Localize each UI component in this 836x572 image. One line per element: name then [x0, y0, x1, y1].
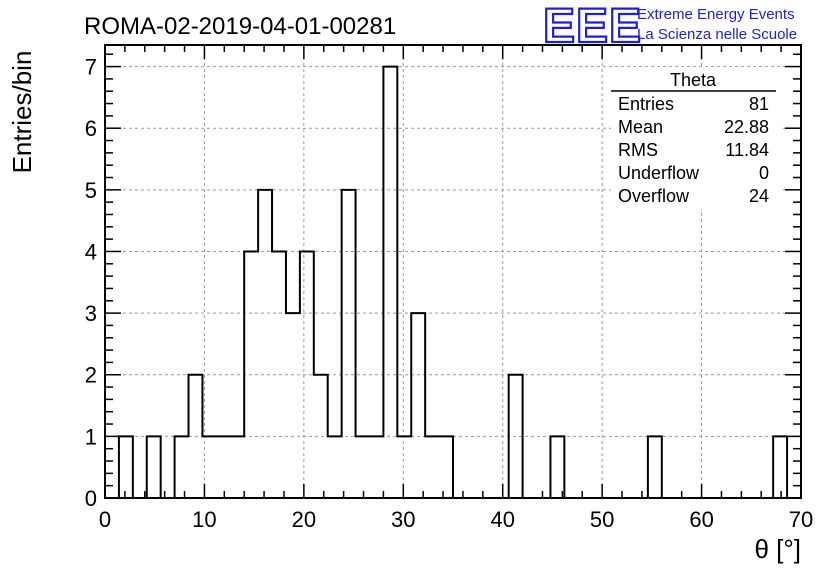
- histogram-bin: [773, 436, 787, 498]
- x-tick-label: 60: [689, 507, 713, 532]
- axis-ticks: [104, 45, 802, 499]
- histogram-outline: [117, 65, 789, 499]
- y-tick-label: 6: [85, 116, 97, 141]
- histogram-bin: [258, 190, 272, 498]
- x-axis-label: θ [°]: [754, 534, 801, 564]
- x-tick-labels: 0 10 20 30 40 50 60 70: [99, 507, 813, 532]
- eee-logo-line2: La Scienza nelle Scuole: [637, 26, 797, 43]
- x-tick-label: 0: [99, 507, 111, 532]
- y-tick-label: 3: [85, 301, 97, 326]
- histogram-bin: [286, 313, 300, 498]
- histogram-bin: [439, 436, 453, 498]
- chart-title: ROMA-02-2019-04-01-00281: [84, 13, 396, 40]
- eee-logo-line1: Extreme Energy Events: [637, 6, 795, 23]
- histogram-bin: [356, 436, 370, 498]
- histogram-bin: [397, 436, 411, 498]
- histogram-bin: [411, 313, 425, 498]
- stats-value: 24: [749, 186, 769, 206]
- stats-title: Theta: [670, 70, 717, 90]
- stats-label: RMS: [618, 140, 658, 160]
- x-tick-label: 30: [391, 507, 415, 532]
- histogram-bin: [369, 436, 383, 498]
- y-axis-label: Entries/bin: [7, 51, 37, 174]
- stats-label: Entries: [618, 94, 674, 114]
- plot-frame: [104, 44, 802, 499]
- histogram-bin: [216, 436, 230, 498]
- histogram-bin: [648, 436, 662, 498]
- x-tick-label: 50: [590, 507, 614, 532]
- y-tick-label: 0: [85, 486, 97, 511]
- stats-label: Mean: [618, 117, 663, 137]
- y-tick-label: 4: [85, 239, 97, 264]
- histogram-bin: [230, 436, 244, 498]
- histogram-bin: [425, 436, 439, 498]
- y-tick-label: 2: [85, 363, 97, 388]
- histogram-bin: [147, 436, 161, 498]
- y-tick-label: 1: [85, 424, 97, 449]
- y-tick-label: 5: [85, 178, 97, 203]
- stats-label: Overflow: [618, 186, 690, 206]
- histogram-bin: [342, 190, 356, 498]
- stats-value: 0: [759, 163, 769, 183]
- x-tick-label: 10: [192, 507, 216, 532]
- eee-logo: EEE Extreme Energy Events La Scienza nel…: [542, 0, 797, 54]
- histogram-bin: [383, 67, 397, 498]
- histogram-bin: [119, 436, 133, 498]
- y-tick-labels: 0 1 2 3 4 5 6 7: [85, 55, 97, 511]
- stats-value: 22.88: [724, 117, 769, 137]
- stats-box: Theta Entries 81 Mean 22.88 RMS 11.84 Underflo…: [611, 67, 781, 209]
- x-tick-label: 20: [292, 507, 316, 532]
- histogram-bin: [175, 436, 189, 498]
- stats-value: 81: [749, 94, 769, 114]
- y-tick-label: 7: [85, 55, 97, 80]
- histogram-bin: [550, 436, 564, 498]
- x-tick-label: 70: [789, 507, 813, 532]
- histogram-bin: [328, 436, 342, 498]
- stats-value: 11.84: [725, 140, 769, 160]
- stats-label: Underflow: [618, 163, 700, 183]
- x-tick-label: 40: [490, 507, 514, 532]
